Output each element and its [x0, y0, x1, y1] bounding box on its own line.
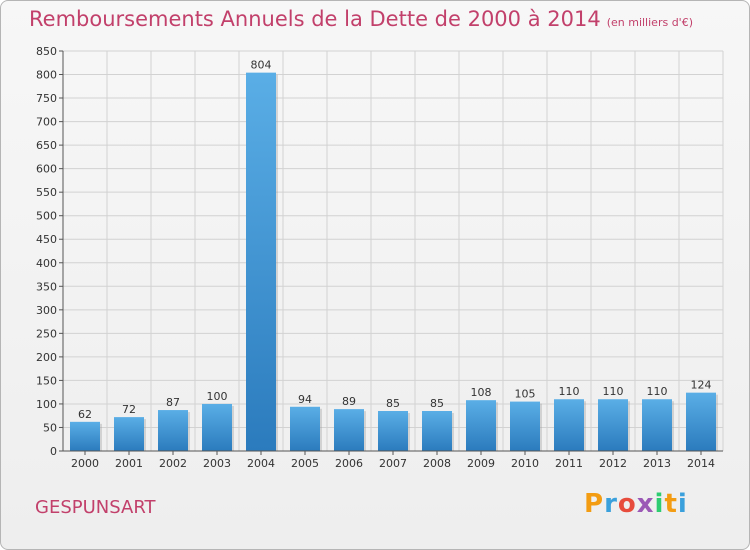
y-tick-label: 150: [36, 374, 57, 387]
y-tick-label: 200: [36, 351, 57, 364]
logo-letter: i: [654, 489, 665, 519]
x-tick-label: 2011: [555, 457, 583, 470]
y-tick-label: 0: [50, 445, 57, 458]
x-tick-label: 2003: [203, 457, 231, 470]
bar-value-label: 89: [342, 395, 356, 408]
bar: [378, 411, 408, 451]
bar-value-label: 110: [559, 385, 580, 398]
bar: [202, 403, 232, 451]
y-tick-label: 350: [36, 280, 57, 293]
bar: [290, 406, 320, 451]
y-tick-label: 450: [36, 233, 57, 246]
x-tick-label: 2008: [423, 457, 451, 470]
x-tick-label: 2012: [599, 457, 627, 470]
commune-name: GESPUNSART: [35, 497, 156, 518]
logo-letter: x: [636, 489, 655, 519]
y-tick-label: 300: [36, 304, 57, 317]
bar: [334, 409, 364, 451]
chart-title-text: Remboursements Annuels de la Dette de 20…: [29, 7, 601, 31]
label-layer: 62 72 87 100 804 94 89 85 85 108 105 110 110 110 124: [78, 59, 712, 421]
x-tick-label: 2006: [335, 457, 363, 470]
logo-letter: i: [677, 489, 688, 519]
proxiti-logo[interactable]: Proxiti: [584, 489, 688, 519]
logo-letter: P: [584, 489, 605, 519]
bar: [686, 392, 716, 451]
x-tick-label: 2004: [247, 457, 275, 470]
bar: [70, 421, 100, 451]
logo-letter: o: [617, 489, 637, 519]
y-tick-label: 250: [36, 327, 57, 340]
y-tick-label: 100: [36, 398, 57, 411]
y-tick-label: 50: [43, 421, 57, 434]
bar-value-label: 85: [386, 397, 400, 410]
y-tick-label: 500: [36, 210, 57, 223]
bar-value-label: 108: [471, 386, 492, 399]
x-tick-label: 2005: [291, 457, 319, 470]
y-tick-label: 850: [36, 45, 57, 58]
bar-value-label: 87: [166, 396, 180, 409]
y-tick-label: 550: [36, 186, 57, 199]
chart-unit-note: (en milliers d'€): [606, 16, 693, 29]
y-tick-label: 800: [36, 69, 57, 82]
bar-value-label: 105: [515, 388, 536, 401]
axis-layer: 0 50 100 150 200 250 300 350 400 450 500 550 600 650 7…: [36, 45, 723, 470]
bar: [554, 399, 584, 451]
bar-layer: [70, 72, 718, 451]
x-tick-label: 2009: [467, 457, 495, 470]
bar: [158, 410, 188, 451]
y-tick-label: 700: [36, 116, 57, 129]
bar-value-label: 124: [691, 379, 712, 392]
bar: [642, 399, 672, 451]
x-tick-label: 2013: [643, 457, 671, 470]
logo-letter: t: [664, 489, 678, 519]
bar: [466, 400, 496, 451]
y-tick-label: 600: [36, 163, 57, 176]
bar-value-label: 110: [603, 385, 624, 398]
bar-value-label: 62: [78, 408, 92, 421]
bar-value-label: 72: [122, 403, 136, 416]
bar: [510, 401, 540, 451]
bar-value-label: 100: [207, 390, 228, 403]
y-tick-label: 650: [36, 139, 57, 152]
x-tick-label: 2014: [687, 457, 715, 470]
x-tick-label: 2001: [115, 457, 143, 470]
x-tick-label: 2007: [379, 457, 407, 470]
bar: [422, 411, 452, 451]
x-tick-label: 2010: [511, 457, 539, 470]
logo-letter: r: [604, 489, 618, 519]
x-tick-label: 2000: [71, 457, 99, 470]
bar-value-label: 94: [298, 393, 312, 406]
y-tick-label: 400: [36, 257, 57, 270]
bar-value-label: 85: [430, 397, 444, 410]
chart-title: Remboursements Annuels de la Dette de 20…: [29, 7, 693, 31]
bar-value-label: 804: [251, 59, 272, 72]
bar-value-label: 110: [647, 385, 668, 398]
bar: [598, 399, 628, 451]
bar: [246, 72, 276, 451]
grid-layer: [62, 50, 724, 452]
y-tick-label: 750: [36, 92, 57, 105]
bar: [114, 417, 144, 451]
x-tick-label: 2002: [159, 457, 187, 470]
